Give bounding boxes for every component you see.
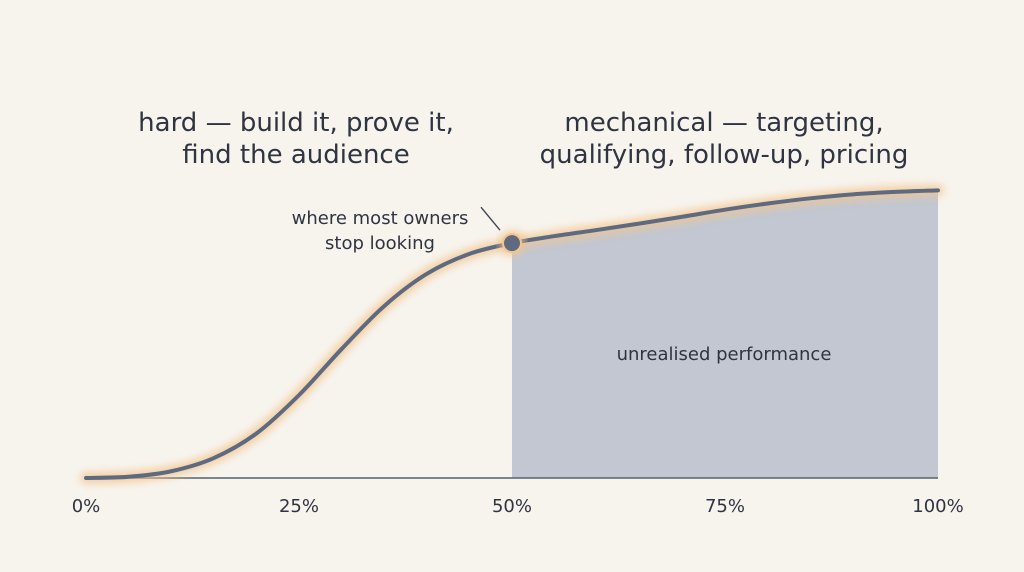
callout-leader-line xyxy=(480,206,501,231)
x-tick-label: 100% xyxy=(912,496,963,517)
x-tick-label: 25% xyxy=(279,496,319,517)
x-tick-labels: 0% 25% 50% 75% 100% xyxy=(72,496,964,517)
x-tick-label: 75% xyxy=(705,496,745,517)
callout-line-1: where most owners xyxy=(292,208,469,229)
callout-line-2: stop looking xyxy=(325,233,435,254)
left-annotation-line-1: hard — build it, prove it, xyxy=(138,108,454,138)
x-tick-label: 50% xyxy=(492,496,532,517)
left-annotation-line-2: find the audience xyxy=(182,140,409,170)
unrealised-area xyxy=(512,190,938,478)
right-annotation-line-1: mechanical — targeting, xyxy=(564,108,883,138)
unrealised-region-label: unrealised performance xyxy=(617,344,832,365)
stop-looking-marker xyxy=(502,233,522,254)
right-annotation-line-2: qualifying, follow-up, pricing xyxy=(540,140,909,170)
x-tick-label: 0% xyxy=(72,496,101,517)
